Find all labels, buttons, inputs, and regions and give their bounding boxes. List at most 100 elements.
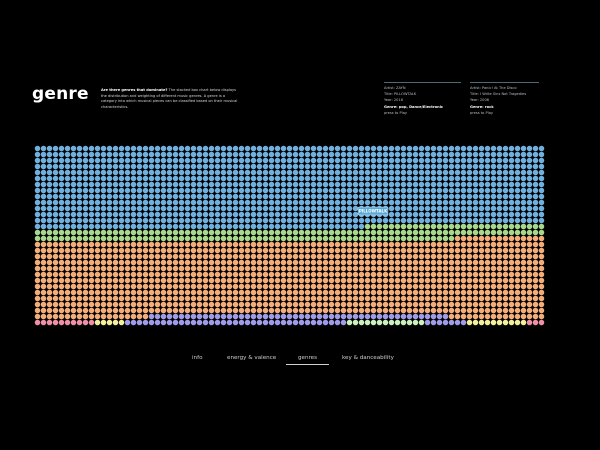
orange-genre-dot[interactable]	[274, 253, 281, 260]
blue-genre-dot[interactable]	[268, 151, 275, 158]
blue-genre-dot[interactable]	[430, 193, 437, 200]
orange-genre-dot[interactable]	[46, 265, 53, 272]
blue-genre-dot[interactable]	[160, 163, 167, 170]
green-genre-dot[interactable]	[40, 235, 47, 242]
orange-genre-dot[interactable]	[190, 307, 197, 314]
blue-genre-dot[interactable]	[346, 181, 353, 188]
orange-genre-dot[interactable]	[274, 283, 281, 290]
blue-genre-dot[interactable]	[274, 223, 281, 230]
orange-genre-dot[interactable]	[166, 295, 173, 302]
orange-genre-dot[interactable]	[460, 301, 467, 308]
orange-genre-dot[interactable]	[250, 295, 257, 302]
orange-genre-dot[interactable]	[352, 259, 359, 266]
blue-genre-dot[interactable]	[64, 187, 71, 194]
pink-genre-dot[interactable]	[526, 319, 533, 326]
blue-genre-dot[interactable]	[106, 205, 113, 212]
blue-genre-dot[interactable]	[64, 163, 71, 170]
blue-genre-dot[interactable]	[220, 187, 227, 194]
blue-genre-dot[interactable]	[352, 145, 359, 152]
blue-genre-dot[interactable]	[358, 145, 365, 152]
blue-genre-dot[interactable]	[376, 187, 383, 194]
orange-genre-dot[interactable]	[514, 313, 521, 320]
orange-genre-dot[interactable]	[256, 253, 263, 260]
orange-genre-dot[interactable]	[100, 253, 107, 260]
blue-genre-dot[interactable]	[334, 157, 341, 164]
green-genre-dot[interactable]	[418, 235, 425, 242]
blue-genre-dot[interactable]	[334, 181, 341, 188]
orange-genre-dot[interactable]	[118, 253, 125, 260]
orange-genre-dot[interactable]	[478, 301, 485, 308]
blue-genre-dot[interactable]	[112, 157, 119, 164]
blue-genre-dot[interactable]	[58, 175, 65, 182]
orange-genre-dot[interactable]	[316, 265, 323, 272]
blue-genre-dot[interactable]	[172, 181, 179, 188]
blue-genre-dot[interactable]	[202, 187, 209, 194]
purple-genre-dot[interactable]	[304, 319, 311, 326]
blue-genre-dot[interactable]	[268, 223, 275, 230]
blue-genre-dot[interactable]	[328, 145, 335, 152]
blue-genre-dot[interactable]	[34, 223, 41, 230]
green-genre-dot[interactable]	[262, 235, 269, 242]
blue-genre-dot[interactable]	[292, 205, 299, 212]
orange-genre-dot[interactable]	[160, 241, 167, 248]
blue-genre-dot[interactable]	[106, 163, 113, 170]
green-genre-dot[interactable]	[178, 229, 185, 236]
blue-genre-dot[interactable]	[376, 151, 383, 158]
blue-genre-dot[interactable]	[232, 169, 239, 176]
orange-genre-dot[interactable]	[532, 247, 539, 254]
orange-genre-dot[interactable]	[106, 301, 113, 308]
blue-genre-dot[interactable]	[436, 169, 443, 176]
yellow-genre-dot[interactable]	[490, 319, 497, 326]
orange-genre-dot[interactable]	[538, 295, 545, 302]
blue-genre-dot[interactable]	[154, 175, 161, 182]
blue-genre-dot[interactable]	[148, 205, 155, 212]
orange-genre-dot[interactable]	[172, 247, 179, 254]
blue-genre-dot[interactable]	[268, 169, 275, 176]
blue-genre-dot[interactable]	[352, 205, 359, 212]
orange-genre-dot[interactable]	[196, 265, 203, 272]
orange-genre-dot[interactable]	[298, 259, 305, 266]
green-genre-dot[interactable]	[538, 223, 545, 230]
orange-genre-dot[interactable]	[418, 283, 425, 290]
blue-genre-dot[interactable]	[430, 211, 437, 218]
orange-genre-dot[interactable]	[448, 277, 455, 284]
green-genre-dot[interactable]	[412, 223, 419, 230]
blue-genre-dot[interactable]	[334, 163, 341, 170]
orange-genre-dot[interactable]	[292, 295, 299, 302]
blue-genre-dot[interactable]	[532, 217, 539, 224]
green-genre-dot[interactable]	[40, 229, 47, 236]
orange-genre-dot[interactable]	[352, 277, 359, 284]
orange-genre-dot[interactable]	[418, 241, 425, 248]
orange-genre-dot[interactable]	[322, 253, 329, 260]
blue-genre-dot[interactable]	[58, 157, 65, 164]
blue-genre-dot[interactable]	[376, 193, 383, 200]
blue-genre-dot[interactable]	[472, 169, 479, 176]
blue-genre-dot[interactable]	[232, 175, 239, 182]
blue-genre-dot[interactable]	[274, 163, 281, 170]
blue-genre-dot[interactable]	[100, 157, 107, 164]
blue-genre-dot[interactable]	[172, 163, 179, 170]
blue-genre-dot[interactable]	[298, 181, 305, 188]
orange-genre-dot[interactable]	[508, 241, 515, 248]
blue-genre-dot[interactable]	[352, 211, 359, 218]
blue-genre-dot[interactable]	[502, 157, 509, 164]
orange-genre-dot[interactable]	[478, 271, 485, 278]
blue-genre-dot[interactable]	[484, 205, 491, 212]
pink-genre-dot[interactable]	[46, 319, 53, 326]
purple-genre-dot[interactable]	[280, 313, 287, 320]
blue-genre-dot[interactable]	[280, 163, 287, 170]
orange-genre-dot[interactable]	[442, 283, 449, 290]
blue-genre-dot[interactable]	[430, 205, 437, 212]
orange-genre-dot[interactable]	[250, 307, 257, 314]
blue-genre-dot[interactable]	[406, 193, 413, 200]
blue-genre-dot[interactable]	[178, 175, 185, 182]
orange-genre-dot[interactable]	[490, 301, 497, 308]
green-genre-dot[interactable]	[208, 229, 215, 236]
orange-genre-dot[interactable]	[70, 247, 77, 254]
orange-genre-dot[interactable]	[478, 307, 485, 314]
blue-genre-dot[interactable]	[430, 187, 437, 194]
blue-genre-dot[interactable]	[298, 169, 305, 176]
blue-genre-dot[interactable]	[382, 151, 389, 158]
yellow-genre-dot[interactable]	[112, 319, 119, 326]
orange-genre-dot[interactable]	[166, 241, 173, 248]
